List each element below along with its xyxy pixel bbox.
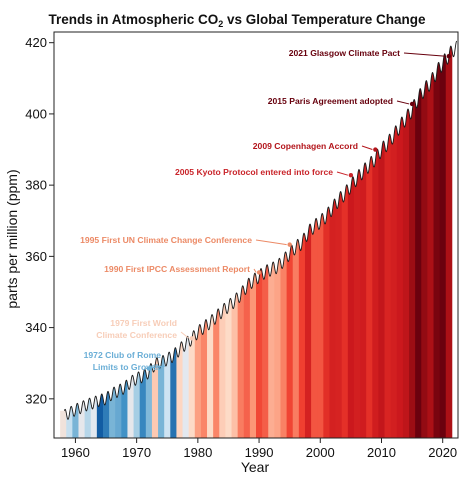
annotation-arrow (396, 100, 410, 105)
chart-title: Trends in Atmospheric CO2 vs Global Temp… (48, 12, 426, 29)
x-tick-label: 2020 (428, 445, 457, 460)
y-axis: 320 340 360 380 400 420 (25, 35, 54, 406)
chart-title-main: Trends in Atmospheric CO (48, 12, 218, 27)
chart-title-subscript: 2 (218, 19, 223, 29)
warming-stripe-2009 (372, 32, 379, 438)
annotation-label: 2021 Glasgow Climate Pact (289, 48, 400, 58)
warming-stripe-2007 (360, 32, 367, 438)
annotation-marker (409, 101, 415, 107)
co2-line (63, 40, 458, 420)
annotation-label: 2015 Paris Agreement adopted (268, 96, 393, 106)
chart-title-rest: vs Global Temperature Change (223, 12, 426, 27)
x-tick-label: 1970 (122, 445, 151, 460)
annotation-label: 1990 First IPCC Assessment Report (104, 264, 250, 274)
annotation-arrow (255, 239, 287, 246)
x-tick-label: 2010 (367, 445, 396, 460)
annotation-label: 2009 Copenhagen Accord (253, 141, 358, 151)
annotation-marker (256, 270, 262, 275)
x-tick-label: 1990 (245, 445, 274, 460)
warming-stripe-2017 (421, 32, 428, 438)
annotation-1995: 1995 First UN Climate Change Conference (80, 235, 292, 247)
annotation-label: 1995 First UN Climate Change Conference (80, 235, 252, 245)
warming-stripe-2013 (396, 32, 404, 438)
annotation-1979: 1979 First World Climate Conference (96, 318, 194, 341)
x-axis: 1960 1970 1980 1990 2000 2010 2020 (61, 438, 457, 460)
annotation-arrow (180, 331, 190, 339)
annotation-2015: 2015 Paris Agreement adopted (268, 96, 415, 107)
warming-stripe-2011 (384, 32, 392, 438)
x-tick-label: 1960 (61, 445, 90, 460)
annotation-marker (373, 147, 378, 152)
annotation-marker (348, 172, 354, 178)
warming-stripe-2002 (329, 32, 336, 438)
warming-stripe-2021 (445, 32, 453, 438)
annotation-2021: 2021 Glasgow Climate Pact (289, 48, 452, 59)
annotation-label-line2: Limits to Growth (93, 362, 161, 372)
annotation-1990: 1990 First IPCC Assessment Report (104, 264, 262, 275)
plot-frame (53, 31, 459, 439)
y-tick-label: 320 (25, 391, 47, 406)
warming-stripe-2005 (347, 32, 355, 438)
warming-stripe-2016 (415, 32, 422, 438)
warming-stripe-2018 (427, 32, 434, 438)
annotation-marker (446, 54, 452, 59)
annotation-2005: 2005 Kyoto Protocol entered into force (175, 167, 354, 178)
warming-stripe-2006 (353, 32, 361, 438)
y-tick-label: 360 (25, 249, 47, 264)
annotation-arrow (403, 52, 446, 57)
y-axis-label: parts per million (ppm) (4, 169, 20, 308)
warming-stripe-2004 (341, 32, 349, 438)
y-tick-label: 420 (25, 35, 47, 50)
x-tick-label: 1980 (183, 445, 212, 460)
annotation-arrow (253, 268, 257, 273)
annotation-arrow (361, 145, 373, 150)
y-tick-label: 340 (25, 320, 47, 335)
warming-stripe-2003 (335, 32, 343, 438)
annotation-label: 1979 First World (110, 318, 177, 328)
annotations: 2021 Glasgow Climate Pact 2015 Paris Agre… (80, 48, 452, 372)
warming-stripe-2019 (433, 32, 441, 438)
warming-stripe-2020 (439, 32, 447, 438)
annotation-label-line2: Climate Conference (96, 330, 177, 340)
warming-stripe-2008 (366, 32, 373, 438)
x-tick-label: 2000 (306, 445, 335, 460)
y-tick-label: 400 (25, 106, 47, 121)
annotation-1972: 1972 Club of Rome Limits to Growth (84, 350, 166, 372)
warming-stripe-2012 (390, 32, 398, 438)
annotation-marker (287, 242, 292, 247)
warming-stripe-2000 (317, 32, 324, 438)
annotation-2009: 2009 Copenhagen Accord (253, 141, 378, 152)
x-axis-label: Year (241, 459, 270, 475)
annotation-marker (189, 336, 194, 341)
warming-stripe-2015 (409, 32, 416, 438)
annotation-label: 2005 Kyoto Protocol entered into force (175, 167, 333, 177)
area-mask (54, 32, 458, 420)
warming-stripe-2001 (323, 32, 330, 438)
y-tick-label: 380 (25, 178, 47, 193)
warming-stripe-2010 (378, 32, 385, 438)
warming-stripe-1999 (311, 32, 318, 438)
annotation-label: 1972 Club of Rome (84, 350, 162, 360)
warming-stripe-2014 (402, 32, 410, 438)
annotation-arrow (336, 171, 349, 176)
annotation-marker (146, 366, 152, 371)
